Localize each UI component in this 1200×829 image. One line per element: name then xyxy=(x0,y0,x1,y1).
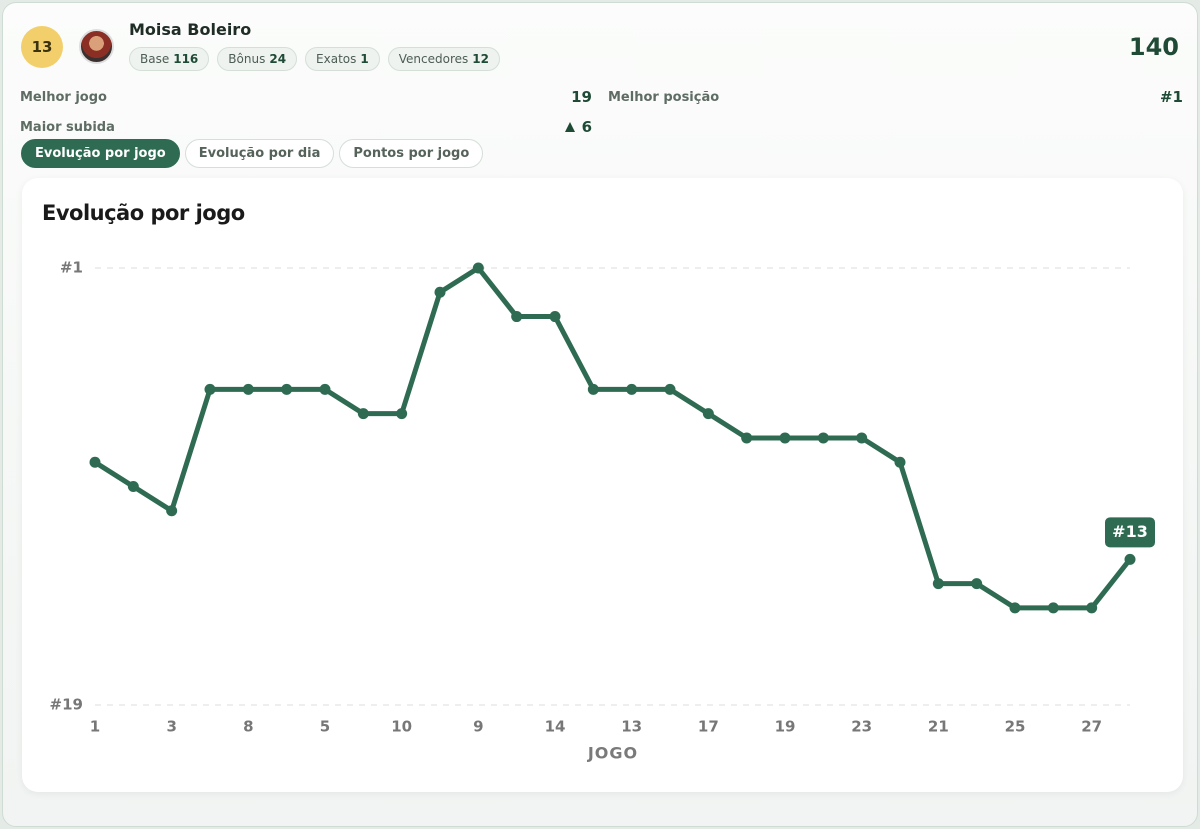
y-tick-label: #19 xyxy=(50,696,83,714)
data-point xyxy=(1009,602,1021,614)
avatar xyxy=(79,29,114,64)
chip-value: 116 xyxy=(173,52,199,66)
tab[interactable]: Evolução por dia xyxy=(184,139,335,168)
data-point xyxy=(357,408,369,420)
chip-label: Bônus xyxy=(228,52,266,66)
x-tick-label: 10 xyxy=(391,718,412,736)
tab[interactable]: Pontos por jogo xyxy=(339,139,484,168)
chip-label: Vencedores xyxy=(398,52,469,66)
chip-label: Exatos xyxy=(316,52,357,66)
data-point xyxy=(396,408,408,420)
data-point xyxy=(319,383,331,395)
x-tick-label: 27 xyxy=(1081,718,1102,736)
x-tick-label: 1 xyxy=(90,718,100,736)
data-point xyxy=(856,432,868,444)
series-line xyxy=(93,265,1132,611)
chart-card: Evolução por jogo JOGO #1 #19 1 3 8 5 10 9 14 13 1… xyxy=(22,178,1183,792)
data-point xyxy=(242,383,254,395)
x-tick-label: 9 xyxy=(473,718,483,736)
data-point xyxy=(779,432,791,444)
data-point xyxy=(127,481,139,492)
data-point xyxy=(549,311,561,323)
data-label: #13 xyxy=(1112,522,1148,541)
chart: Evolução por jogo JOGO #1#191 3 8 5 10 9 14 13 1… xyxy=(42,201,1155,763)
data-point xyxy=(894,456,906,468)
data-point xyxy=(741,432,753,444)
data-point xyxy=(1124,553,1136,565)
stat-value: 6 xyxy=(581,118,592,136)
stat-value: 19 xyxy=(571,88,592,106)
data-point xyxy=(817,432,829,444)
data-point xyxy=(626,383,638,395)
data-point xyxy=(89,456,101,468)
data-point xyxy=(971,578,983,590)
tab[interactable]: Evolução por jogo xyxy=(21,139,180,168)
data-point xyxy=(166,505,178,517)
stat-label: Maior subida xyxy=(20,120,115,135)
data-point xyxy=(281,383,293,395)
chip-value: 1 xyxy=(360,52,369,66)
data-point xyxy=(1047,602,1059,614)
data-point xyxy=(511,311,523,323)
x-tick-label: 5 xyxy=(320,718,330,736)
chip-label: Base xyxy=(140,52,170,66)
x-axis-label: JOGO xyxy=(587,744,638,763)
chip: Base 116 xyxy=(129,47,210,71)
x-tick-label: 14 xyxy=(545,718,566,736)
x-tick-label: 17 xyxy=(698,718,719,736)
rank-badge: 13 xyxy=(21,26,63,68)
player-name: Moisa Boleiro xyxy=(129,20,252,39)
up-icon xyxy=(565,122,575,132)
chip-value: 12 xyxy=(472,52,489,66)
chip: Exatos 1 xyxy=(305,47,380,71)
chip: Vencedores 12 xyxy=(387,47,500,71)
chart-title: Evolução por jogo xyxy=(42,201,245,225)
stat-value: #1 xyxy=(1159,88,1183,106)
tabs: Evolução por jogo Evolução por dia Ponto… xyxy=(21,139,484,168)
data-point xyxy=(472,262,484,274)
y-tick-label: #1 xyxy=(60,259,83,277)
stat-label: Melhor jogo xyxy=(20,90,107,105)
data-point xyxy=(932,578,944,590)
x-tick-label: 21 xyxy=(928,718,949,736)
x-tick-label: 23 xyxy=(851,718,872,736)
x-tick-label: 19 xyxy=(775,718,796,736)
chip-value: 24 xyxy=(269,52,287,66)
data-point xyxy=(664,383,676,395)
x-tick-label: 3 xyxy=(166,718,176,736)
data-point xyxy=(702,408,714,420)
data-point xyxy=(1086,602,1098,614)
chips: Base 116 Bônus 24 Exatos 1 Vencedores 12 xyxy=(129,47,500,71)
x-tick-label: 8 xyxy=(243,718,253,736)
data-point xyxy=(434,286,446,298)
data-label-box xyxy=(1105,517,1155,548)
x-tick-label: 13 xyxy=(621,718,642,736)
total-points: 140 xyxy=(1128,33,1179,61)
x-tick-label: 25 xyxy=(1005,718,1026,736)
chip: Bônus 24 xyxy=(217,47,298,71)
data-point xyxy=(587,383,599,395)
stat-label: Melhor posição xyxy=(608,90,720,105)
data-point xyxy=(204,383,216,395)
